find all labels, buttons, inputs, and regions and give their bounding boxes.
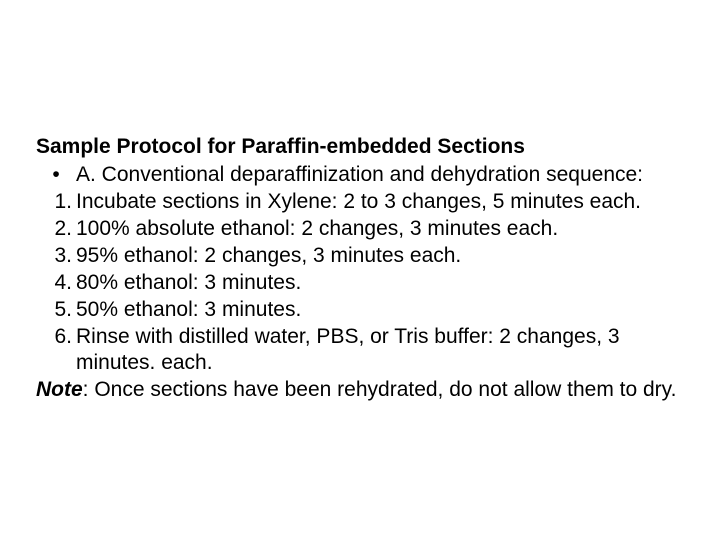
step-text: Incubate sections in Xylene: 2 to 3 chan… xyxy=(76,189,684,216)
step-number: 3. xyxy=(36,243,76,270)
bullet-text: A. Conventional deparaffinization and de… xyxy=(76,162,684,189)
step-number: 5. xyxy=(36,297,76,324)
bullet-item: • A. Conventional deparaffinization and … xyxy=(36,162,684,189)
step-text: Rinse with distilled water, PBS, or Tris… xyxy=(76,324,684,378)
step-row: 3. 95% ethanol: 2 changes, 3 minutes eac… xyxy=(36,243,684,270)
bullet-marker: • xyxy=(36,162,76,189)
step-text: 50% ethanol: 3 minutes. xyxy=(76,297,684,324)
step-number: 6. xyxy=(36,324,76,351)
note-label: Note xyxy=(36,378,83,401)
step-text: 95% ethanol: 2 changes, 3 minutes each. xyxy=(76,243,684,270)
step-number: 4. xyxy=(36,270,76,297)
step-row: 1. Incubate sections in Xylene: 2 to 3 c… xyxy=(36,189,684,216)
step-row: 4. 80% ethanol: 3 minutes. xyxy=(36,270,684,297)
step-number: 2. xyxy=(36,216,76,243)
step-row: 2. 100% absolute ethanol: 2 changes, 3 m… xyxy=(36,216,684,243)
step-row: 6. Rinse with distilled water, PBS, or T… xyxy=(36,324,684,378)
protocol-title: Sample Protocol for Paraffin-embedded Se… xyxy=(36,134,684,160)
step-row: 5. 50% ethanol: 3 minutes. xyxy=(36,297,684,324)
note-text: : Once sections have been rehydrated, do… xyxy=(83,378,677,401)
step-number: 1. xyxy=(36,189,76,216)
step-text: 100% absolute ethanol: 2 changes, 3 minu… xyxy=(76,216,684,243)
step-text: 80% ethanol: 3 minutes. xyxy=(76,270,684,297)
slide: Sample Protocol for Paraffin-embedded Se… xyxy=(0,0,720,540)
note-row: Note: Once sections have been rehydrated… xyxy=(36,377,684,404)
